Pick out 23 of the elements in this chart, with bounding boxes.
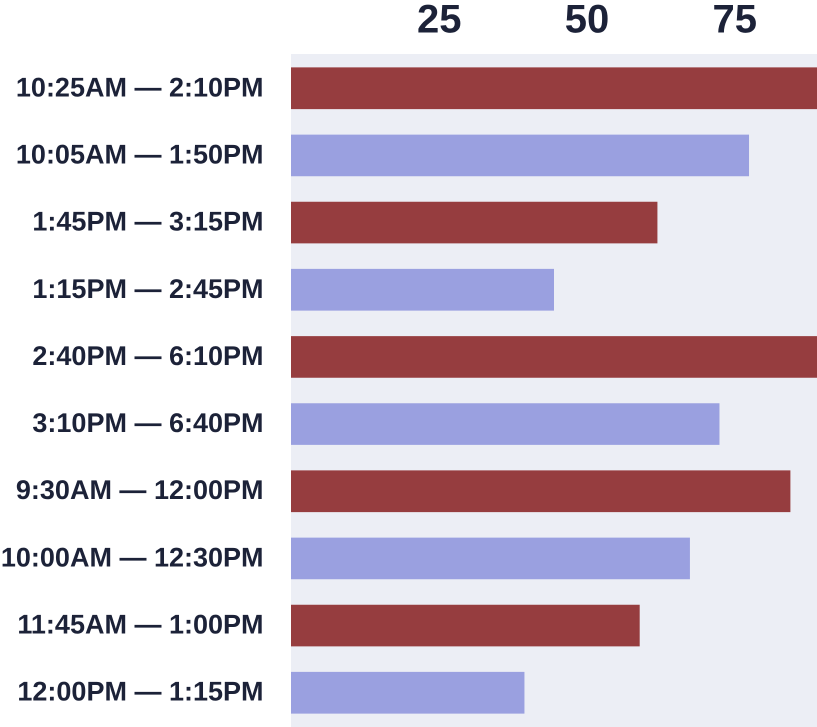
bar: [291, 538, 690, 580]
x-tick-label: 50: [564, 0, 610, 42]
y-tick-label: 12:00PM — 1:15PM: [17, 676, 264, 707]
x-tick-label: 25: [417, 0, 462, 42]
y-tick-label: 9:30AM — 12:00PM: [16, 475, 264, 506]
x-tick-label: 75: [712, 0, 758, 42]
y-tick-label: 10:25AM — 2:10PM: [16, 72, 264, 102]
y-tick-label: 1:45PM — 3:15PM: [32, 206, 264, 237]
y-tick-label: 10:05AM — 1:50PM: [16, 139, 264, 170]
bar: [291, 67, 817, 110]
y-tick-label: 10:00AM — 12:30PM: [0, 542, 264, 572]
bar: [291, 134, 750, 176]
y-tick-label: 11:45AM — 1:00PM: [17, 610, 264, 640]
y-tick-label: 2:40PM — 6:10PM: [32, 340, 264, 371]
y-tick-label: 1:15PM — 2:45PM: [32, 274, 264, 304]
bar: [291, 268, 554, 311]
bar: [291, 470, 790, 512]
bar: [291, 403, 720, 445]
bar: [291, 672, 524, 714]
bar: [291, 604, 640, 646]
bar: [291, 202, 658, 244]
y-tick-label: 3:10PM — 6:40PM: [32, 408, 264, 438]
bar: [291, 336, 817, 378]
